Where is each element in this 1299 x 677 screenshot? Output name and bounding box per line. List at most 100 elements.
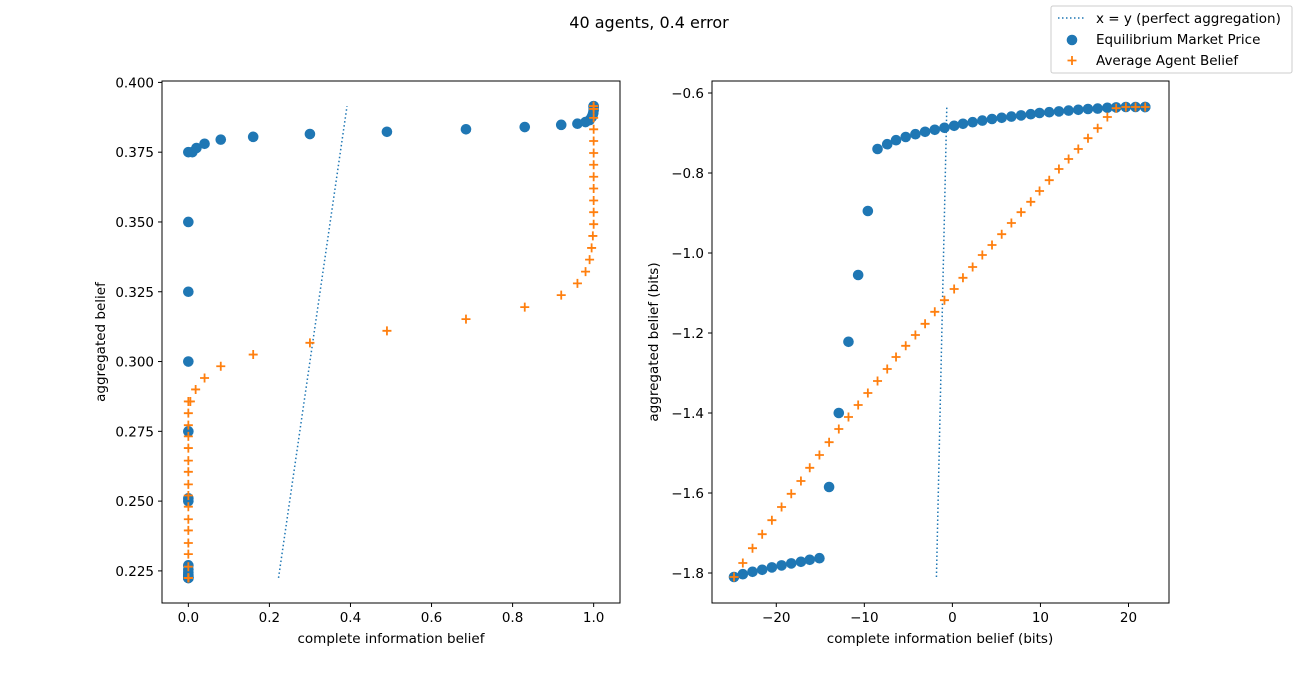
left-market-price-point (199, 138, 210, 150)
left-market-price-point (215, 134, 227, 145)
left-x-y-perfect-aggregation-line (277, 106, 348, 578)
right-agent-belief-point (930, 307, 940, 317)
left-ytick-label: 0.300 (115, 355, 154, 371)
legend-agent-swatch (1067, 56, 1077, 65)
right-agent-belief-point (1111, 103, 1121, 113)
right-market-price-point (852, 269, 864, 281)
right-market-price-point (872, 143, 883, 155)
right-market-price-point (1053, 106, 1065, 117)
legend-entry-line: x = y (perfect aggregation) (1058, 11, 1281, 27)
right-market-price-point (1063, 105, 1074, 116)
right-agent-belief-point (1035, 186, 1045, 196)
right-market-price-point (900, 131, 912, 143)
right-xtick-label: 20 (1120, 610, 1137, 626)
right-agent-belief-point (1044, 175, 1054, 185)
left-agent-belief-point (183, 443, 193, 453)
right-agent-belief-point (910, 330, 920, 340)
right-market-price-point (1006, 111, 1017, 122)
right-agent-belief-point (949, 284, 959, 294)
left-market-price-point (304, 128, 316, 140)
left-xtick-label: 0.6 (421, 610, 442, 626)
right-agent-belief-point (824, 437, 834, 447)
legend-entry-market: Equilibrium Market Price (1066, 32, 1260, 48)
right-ytick-label: −1.0 (671, 246, 704, 262)
right-agent-belief-point (843, 412, 853, 422)
left-agent-belief-point (248, 350, 258, 360)
left-ytick-label: 0.225 (115, 564, 154, 580)
right-agent-belief-point (1064, 154, 1074, 164)
right-agent-belief-point (1006, 218, 1016, 228)
right-market-price-point (823, 481, 835, 493)
right-market-price-point (881, 138, 893, 150)
right-market-price-point (1073, 104, 1084, 116)
left-market-price-point (247, 131, 259, 143)
right-agent-belief-point (777, 502, 787, 512)
right-market-price-point (843, 336, 854, 348)
left-agent-belief-point (305, 338, 315, 348)
left-ylabel: aggregated belief (93, 281, 109, 402)
right-agent-belief-point (987, 240, 997, 250)
right-agent-belief-point (1083, 133, 1093, 143)
left-agent-belief-point (588, 231, 598, 241)
left-plot-marks (183, 100, 599, 584)
right-agent-belief-point (805, 463, 815, 473)
right-yticks: −1.8 −1.6 −1.4 −1.2 −1.0 −0.8 −0.6 (671, 86, 712, 582)
left-agent-belief-point (183, 420, 193, 430)
right-xtick-label: 10 (1032, 610, 1049, 626)
right-plot-marks (728, 101, 1151, 583)
left-agent-belief-point (183, 456, 193, 466)
left-agent-belief-point (200, 373, 210, 383)
right-market-price-point (747, 566, 758, 578)
legend-frame (1050, 5, 1293, 74)
right-agent-belief-point (873, 376, 883, 386)
left-agent-belief-point (216, 361, 226, 371)
right-agent-belief-point (853, 400, 863, 410)
right-xtick-label: 0 (948, 610, 957, 626)
left-agent-belief-point (589, 113, 599, 123)
left-market-price-point (183, 286, 194, 298)
right-market-price-point (910, 128, 921, 140)
left-ytick-label: 0.350 (115, 215, 154, 231)
right-ytick-label: −1.8 (671, 566, 704, 582)
left-agent-belief-point (589, 183, 599, 193)
left-yticks: 0.225 0.250 0.275 0.300 0.325 0.350 0.375 0.400 (115, 75, 162, 580)
left-agent-belief-point (183, 479, 193, 489)
right-market-price-point (1025, 108, 1037, 120)
legend: x = y (perfect aggregation) Equilibrium … (1050, 5, 1293, 74)
right-ytick-label: −1.2 (671, 326, 704, 342)
right-agent-belief-point (1102, 112, 1112, 122)
right-agent-belief-point (891, 352, 901, 362)
left-agent-belief-point (461, 314, 471, 324)
figure-title: 40 agents, 0.4 error (569, 13, 729, 32)
right-market-price-point (1092, 103, 1103, 114)
right-agent-belief-point (968, 262, 978, 272)
right-market-price-point (986, 113, 998, 125)
left-ytick-label: 0.375 (115, 145, 154, 161)
left-agent-belief-point (183, 514, 193, 524)
right-agent-belief-point (757, 529, 767, 539)
legend-market-label: Equilibrium Market Price (1096, 32, 1260, 48)
right-agent-belief-point (920, 319, 930, 329)
left-agent-belief-point (589, 195, 599, 205)
left-agent-belief-point (183, 573, 193, 583)
left-agent-belief-point (382, 326, 392, 336)
right-agent-belief-point (814, 450, 824, 460)
right-agent-belief-point (958, 273, 968, 283)
left-market-price-point (381, 126, 393, 138)
left-xtick-label: 0.0 (178, 610, 199, 626)
right-agent-belief-point (901, 341, 911, 351)
right-xtick-label: −10 (850, 610, 879, 626)
left-xtick-label: 1.0 (583, 610, 604, 626)
right-agent-belief-point (729, 572, 739, 582)
left-agent-belief-point (191, 384, 201, 394)
left-market-price-point (191, 142, 202, 154)
right-market-price-point (785, 558, 797, 569)
legend-agent-label: Average Agent Belief (1096, 53, 1239, 69)
left-agent-belief-point (183, 549, 193, 559)
right-agent-belief-point (1073, 144, 1083, 154)
left-market-price-point (183, 426, 194, 437)
left-agent-belief-point (585, 255, 595, 265)
right-ytick-label: −1.6 (671, 486, 704, 502)
right-market-price-point (804, 554, 816, 566)
right-market-price-point (1082, 103, 1094, 115)
